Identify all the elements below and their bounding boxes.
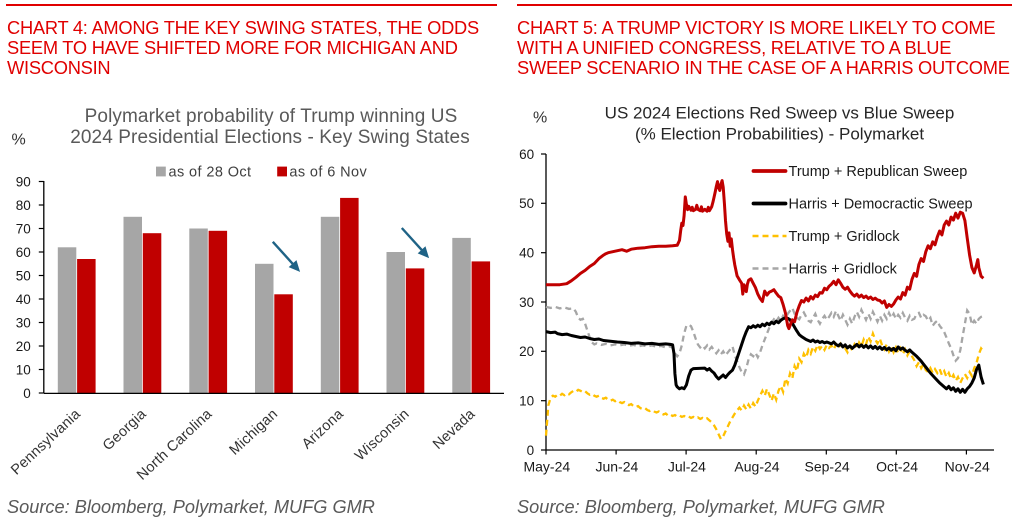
svg-text:90: 90 (16, 174, 31, 189)
svg-text:%: % (12, 132, 26, 149)
svg-text:Polymarket probability of Trum: Polymarket probability of Trump winning … (85, 106, 458, 127)
svg-text:60: 60 (16, 245, 31, 260)
svg-text:(% Election Probabilities) - P: (% Election Probabilities) - Polymarket (635, 124, 924, 143)
svg-text:30: 30 (519, 295, 534, 310)
svg-text:Jun-24: Jun-24 (595, 458, 638, 474)
svg-text:70: 70 (16, 221, 31, 236)
svg-text:as of 6 Nov: as of 6 Nov (289, 164, 367, 180)
svg-text:Jul-24: Jul-24 (668, 458, 706, 474)
svg-text:Nov-24: Nov-24 (945, 458, 990, 474)
svg-text:Arizona: Arizona (299, 406, 347, 453)
svg-text:Aug-24: Aug-24 (734, 458, 779, 474)
svg-text:Wisconsin: Wisconsin (352, 406, 413, 464)
svg-text:Oct-24: Oct-24 (876, 458, 918, 474)
svg-text:80: 80 (16, 198, 31, 213)
svg-text:%: % (533, 109, 547, 126)
svg-text:Michigan: Michigan (227, 406, 282, 458)
svg-text:50: 50 (519, 196, 534, 211)
svg-text:Pennsylvania: Pennsylvania (8, 406, 84, 479)
svg-text:Nevada: Nevada (430, 406, 479, 453)
svg-text:0: 0 (527, 443, 535, 458)
svg-text:Trump + Gridlock: Trump + Gridlock (789, 229, 901, 245)
svg-text:50: 50 (16, 268, 31, 283)
svg-text:Harris + Democractic Sweep: Harris + Democractic Sweep (789, 197, 973, 213)
svg-text:30: 30 (16, 315, 31, 330)
svg-text:Georgia: Georgia (100, 406, 150, 454)
svg-text:40: 40 (16, 292, 31, 307)
svg-text:US 2024 Elections Red Sweep vs: US 2024 Elections Red Sweep vs Blue Swee… (605, 103, 955, 122)
svg-text:20: 20 (519, 344, 534, 359)
svg-text:10: 10 (16, 362, 31, 377)
svg-text:May-24: May-24 (523, 458, 570, 474)
svg-text:Trump + Republican Sweep: Trump + Republican Sweep (789, 164, 968, 180)
svg-text:Sep-24: Sep-24 (805, 458, 850, 474)
svg-text:40: 40 (519, 246, 534, 261)
svg-text:Harris + Gridlock: Harris + Gridlock (789, 262, 898, 278)
svg-text:60: 60 (519, 147, 534, 162)
svg-text:20: 20 (16, 339, 31, 354)
svg-text:2024 Presidential Elections -: 2024 Presidential Elections - Key Swing … (70, 127, 470, 148)
svg-text:0: 0 (23, 386, 31, 401)
svg-text:10: 10 (519, 394, 534, 409)
svg-text:as of 28 Oct: as of 28 Oct (169, 164, 252, 180)
